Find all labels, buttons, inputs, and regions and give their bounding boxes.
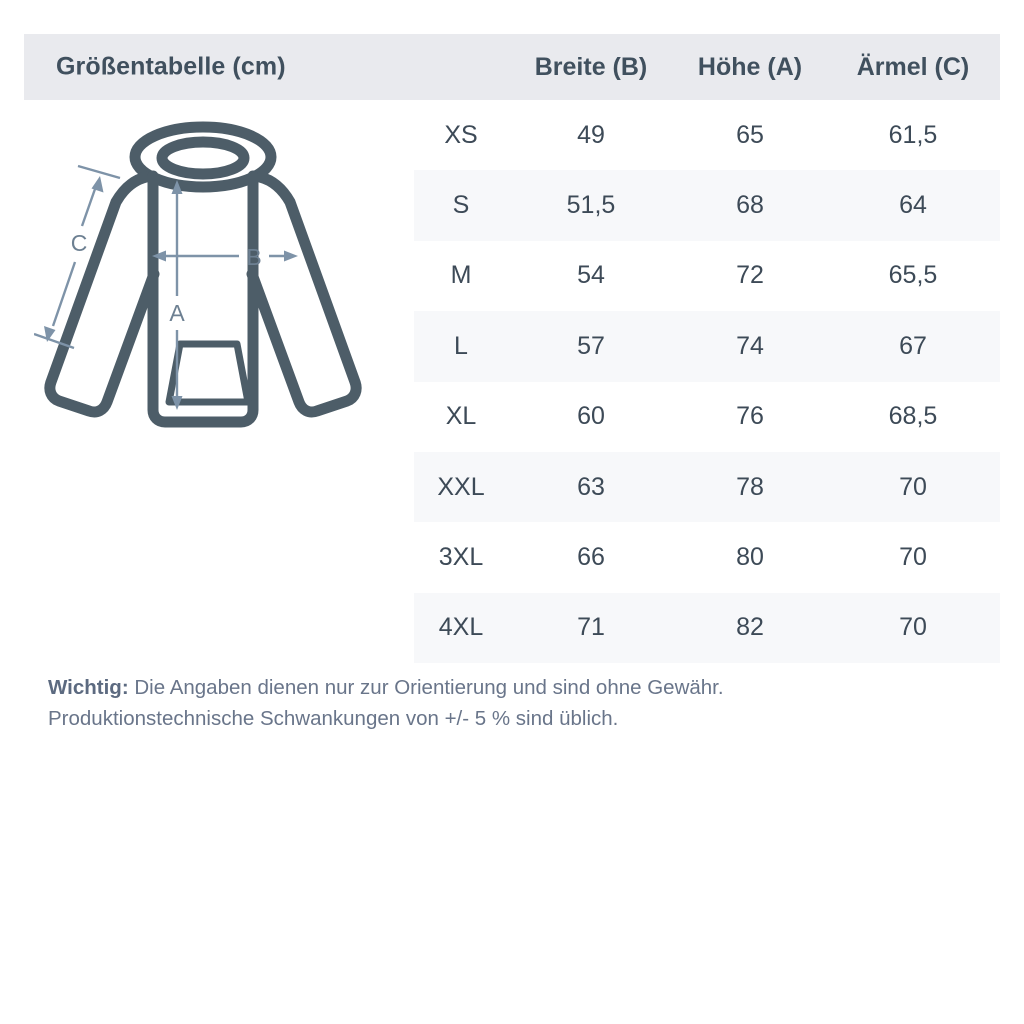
cell-hoehe: 74 — [736, 331, 764, 360]
pocket-shape — [165, 340, 252, 406]
size-chart-header: Größentabelle (cm) Breite (B) Höhe (A) Ä… — [24, 34, 1000, 100]
cell-aermel: 61,5 — [888, 120, 938, 149]
cell-breite: 54 — [577, 261, 605, 290]
cell-hoehe: 72 — [736, 261, 764, 290]
dimension-label-a: A — [169, 300, 185, 326]
hoodie-diagram: A B C — [33, 114, 414, 444]
cell-hoehe: 76 — [736, 402, 764, 431]
cell-breite: 49 — [577, 120, 605, 149]
size-table-rows: XS 49 65 61,5 S 51,5 68 64 M 54 72 65,5 … — [414, 100, 1000, 664]
cell-breite: 60 — [577, 402, 605, 431]
dimension-lines — [33, 164, 298, 410]
cell-aermel: 64 — [899, 191, 927, 220]
table-row[interactable]: L 57 74 67 — [414, 311, 1000, 382]
cell-aermel: 70 — [899, 472, 927, 501]
page-title: Größentabelle (cm) — [56, 52, 286, 81]
cell-size: XL — [445, 402, 477, 431]
table-row[interactable]: XXL 63 78 70 — [414, 451, 1000, 523]
column-header-aermel: Ärmel (C) — [856, 52, 970, 81]
cell-breite: 63 — [577, 472, 605, 501]
cell-size: M — [450, 261, 472, 290]
cell-aermel: 65,5 — [888, 261, 938, 290]
table-row[interactable]: S 51,5 68 64 — [414, 170, 1000, 241]
footnote-text-2: Produktionstechnische Schwankungen von +… — [48, 707, 619, 730]
table-row[interactable]: XS 49 65 61,5 — [414, 100, 1000, 171]
cell-aermel: 67 — [899, 331, 927, 360]
cell-breite: 51,5 — [566, 191, 616, 220]
table-row[interactable]: M 54 72 65,5 — [414, 240, 1000, 312]
column-header-row: Breite (B) Höhe (A) Ärmel (C) — [414, 34, 1000, 100]
cell-breite: 66 — [577, 543, 605, 572]
cell-aermel: 68,5 — [888, 402, 938, 431]
cell-size: 3XL — [438, 543, 484, 572]
cell-breite: 71 — [577, 613, 605, 642]
cell-size: L — [454, 331, 468, 360]
cell-hoehe: 65 — [736, 120, 764, 149]
dimension-label-b: B — [246, 244, 261, 270]
table-row[interactable]: 3XL 66 80 70 — [414, 522, 1000, 593]
column-header-hoehe: Höhe (A) — [697, 52, 803, 81]
cell-size: XXL — [437, 472, 485, 501]
footnote: Wichtig: Die Angaben dienen nur zur Orie… — [48, 672, 988, 734]
cell-hoehe: 82 — [736, 613, 764, 642]
size-chart-body: A B C XS 49 65 61,5 S 51,5 68 64 M 54 — [24, 100, 1000, 664]
cell-size: 4XL — [438, 613, 484, 642]
cell-size: S — [452, 191, 470, 220]
cell-aermel: 70 — [899, 543, 927, 572]
cell-hoehe: 80 — [736, 543, 764, 572]
hoodie-outline-icon: A B C — [33, 121, 362, 428]
cell-hoehe: 68 — [736, 191, 764, 220]
column-header-breite: Breite (B) — [534, 52, 648, 81]
cell-aermel: 70 — [899, 613, 927, 642]
cell-breite: 57 — [577, 331, 605, 360]
dimension-label-c: C — [71, 230, 88, 256]
footnote-text-1: Die Angaben dienen nur zur Orientierung … — [128, 676, 724, 699]
footnote-label: Wichtig: — [48, 676, 129, 699]
cell-hoehe: 78 — [736, 472, 764, 501]
cell-size: XS — [444, 120, 478, 149]
footnote-line-1: Wichtig: Die Angaben dienen nur zur Orie… — [48, 676, 724, 699]
table-row[interactable]: XL 60 76 68,5 — [414, 381, 1000, 452]
table-row[interactable]: 4XL 71 82 70 — [414, 592, 1000, 664]
size-chart: Größentabelle (cm) Breite (B) Höhe (A) Ä… — [24, 34, 1000, 664]
